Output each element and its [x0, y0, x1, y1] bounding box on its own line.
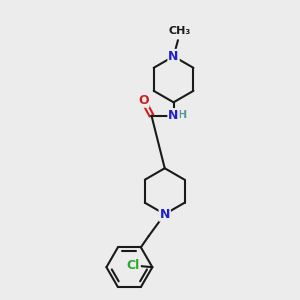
- Text: CH₃: CH₃: [168, 26, 190, 36]
- Text: H: H: [178, 110, 188, 120]
- Text: Cl: Cl: [127, 259, 140, 272]
- Text: N: N: [168, 50, 179, 63]
- Text: N: N: [160, 208, 170, 221]
- Text: O: O: [138, 94, 148, 107]
- Text: N: N: [168, 109, 179, 122]
